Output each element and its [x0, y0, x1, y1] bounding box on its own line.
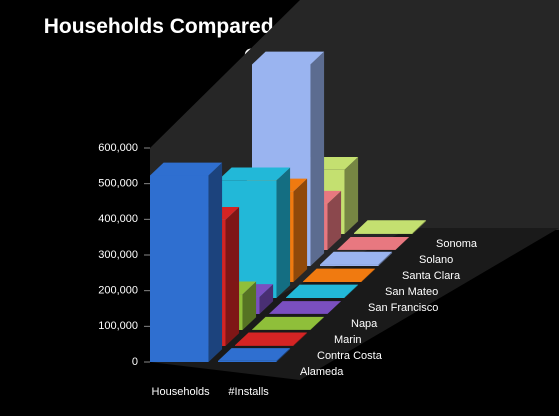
bar-side	[293, 332, 308, 346]
bar-top	[218, 167, 291, 181]
y-tick-label: 100,000	[98, 320, 138, 332]
y-tick-label: 500,000	[98, 178, 138, 190]
bar-top	[235, 332, 308, 346]
bar	[150, 175, 209, 362]
bar-top	[320, 251, 393, 265]
series-label: San Francisco	[368, 302, 438, 314]
bar-side	[208, 162, 223, 362]
bar-top	[252, 51, 325, 65]
bar-side	[293, 178, 308, 282]
bar-side	[276, 167, 291, 298]
bar-side	[344, 284, 359, 298]
bar-top	[252, 316, 325, 330]
bar-side	[327, 301, 342, 314]
series-label: Solano	[419, 254, 453, 266]
y-tick-label: 400,000	[98, 213, 138, 225]
bar-side	[225, 206, 240, 346]
bar-top	[269, 301, 342, 314]
bar-side	[276, 348, 291, 362]
bar-top	[218, 348, 291, 361]
series-label: Marin	[334, 334, 362, 346]
y-tick-label: 300,000	[98, 249, 138, 261]
bar-side	[310, 316, 325, 330]
bar-side	[361, 268, 376, 282]
bar-side	[378, 251, 393, 266]
bar-side	[310, 51, 325, 266]
x-tick-label: Households	[152, 386, 211, 398]
bar-side	[344, 157, 359, 234]
series-label: Alameda	[300, 366, 344, 378]
bar	[354, 233, 413, 234]
series-label: Napa	[351, 318, 378, 330]
bar	[235, 345, 294, 346]
bar-top	[337, 237, 410, 250]
bar-top	[286, 284, 359, 298]
bar-side	[395, 237, 410, 250]
series-label: Santa Clara	[402, 270, 461, 282]
series-label: Contra Costa	[317, 350, 383, 362]
bar-side	[259, 284, 274, 314]
series-label: San Mateo	[385, 286, 438, 298]
bar-top	[303, 268, 376, 282]
y-tick-label: 600,000	[98, 142, 138, 154]
bar	[286, 297, 345, 298]
bar	[218, 360, 277, 362]
bar-top	[150, 162, 223, 176]
y-tick-label: 0	[132, 356, 138, 368]
y-tick-label: 200,000	[98, 285, 138, 297]
bar-side	[327, 190, 342, 250]
bar	[320, 264, 379, 266]
bar	[303, 281, 362, 282]
bar-side	[242, 281, 257, 330]
x-tick-label: #Installs	[228, 386, 269, 398]
series-label: Sonoma	[436, 238, 478, 250]
bar-side	[412, 220, 427, 234]
bar-top	[354, 220, 427, 234]
